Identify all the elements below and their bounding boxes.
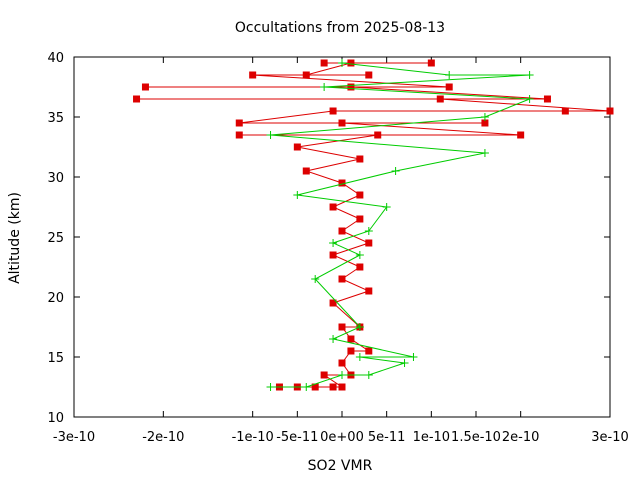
y-tick-label: 35 [47, 111, 64, 126]
data-point [356, 215, 364, 223]
x-tick-label: -2e-10 [142, 430, 184, 445]
x-tick-label: 2e-10 [502, 430, 540, 445]
y-tick-label: 10 [47, 411, 64, 426]
data-point [235, 131, 243, 139]
y-tick-label: 30 [47, 171, 64, 186]
data-point [364, 227, 373, 235]
data-point [266, 131, 275, 139]
data-point [356, 263, 364, 271]
data-point [356, 191, 364, 199]
data-point [427, 59, 435, 67]
axis-ticks: -3e-10 -2e-10 -1e-10 -5e-11 0e+00 5e-11 1e-10 1… [47, 51, 628, 445]
data-point [266, 383, 275, 391]
x-tick-label: 0e+00 [320, 430, 364, 445]
data-point [517, 131, 525, 139]
x-tick-label: -5e-11 [276, 430, 318, 445]
series-group [266, 59, 534, 391]
data-point [481, 119, 489, 127]
data-point [445, 83, 453, 91]
x-tick-label: 3e-10 [591, 430, 629, 445]
data-point [561, 107, 569, 115]
data-point [338, 359, 346, 367]
data-point [329, 299, 337, 307]
data-point [133, 95, 141, 103]
y-tick-label: 15 [47, 351, 64, 366]
data-point [329, 203, 337, 211]
data-point [338, 179, 346, 187]
data-point [320, 59, 328, 67]
data-point [338, 59, 346, 67]
data-point [347, 347, 355, 355]
data-point [382, 203, 391, 211]
data-point [302, 71, 310, 79]
data-point [293, 191, 302, 199]
x-tick-label: -1e-10 [232, 430, 274, 445]
data-point [249, 71, 257, 79]
data-point [347, 335, 355, 343]
data-point [320, 83, 329, 91]
data-point [355, 323, 364, 331]
data-point [329, 383, 337, 391]
data-point [365, 71, 373, 79]
data-point [302, 383, 311, 391]
data-point [364, 371, 373, 379]
series-group [133, 59, 614, 391]
data-point [235, 119, 243, 127]
x-tick-label: 1.5e-10 [451, 430, 501, 445]
data-point [338, 119, 346, 127]
x-axis-label: SO2 VMR [308, 458, 373, 474]
data-point [141, 83, 149, 91]
data-point [400, 359, 409, 367]
data-point [329, 107, 337, 115]
data-point [356, 155, 364, 163]
x-tick-label: 5e-11 [368, 430, 406, 445]
data-point [480, 149, 489, 157]
data-point [365, 287, 373, 295]
data-point [374, 131, 382, 139]
data-point [329, 335, 338, 343]
data-point [338, 323, 346, 331]
data-point [606, 107, 614, 115]
x-tick-label: 1e-10 [413, 430, 451, 445]
series-line [270, 62, 530, 388]
data-point [311, 383, 319, 391]
data-point [543, 95, 551, 103]
data-point [525, 71, 534, 79]
data-point [338, 275, 346, 283]
y-axis-label: Altitude (km) [7, 192, 23, 284]
data-point [355, 353, 364, 361]
data-point [329, 239, 338, 247]
data-point [338, 371, 346, 379]
data-point [525, 95, 534, 103]
data-point [338, 383, 346, 391]
data-point [311, 275, 320, 283]
chart-title: Occultations from 2025-08-13 [235, 20, 445, 36]
data-point [347, 83, 355, 91]
data-point [445, 71, 454, 79]
data-point [338, 227, 346, 235]
data-point [436, 95, 444, 103]
data-point [347, 59, 355, 67]
x-tick-label: -3e-10 [53, 430, 95, 445]
data-point [320, 371, 328, 379]
data-point [365, 347, 373, 355]
data-point [365, 239, 373, 247]
data-point [480, 113, 489, 121]
data-point [391, 167, 400, 175]
y-tick-label: 40 [47, 51, 64, 66]
data-point [329, 251, 337, 259]
y-tick-label: 25 [47, 231, 64, 246]
data-point [409, 353, 418, 361]
y-tick-label: 20 [47, 291, 64, 306]
data-point [302, 167, 310, 175]
data-point [293, 143, 301, 151]
data-point [355, 251, 364, 259]
series-layer [133, 59, 614, 391]
